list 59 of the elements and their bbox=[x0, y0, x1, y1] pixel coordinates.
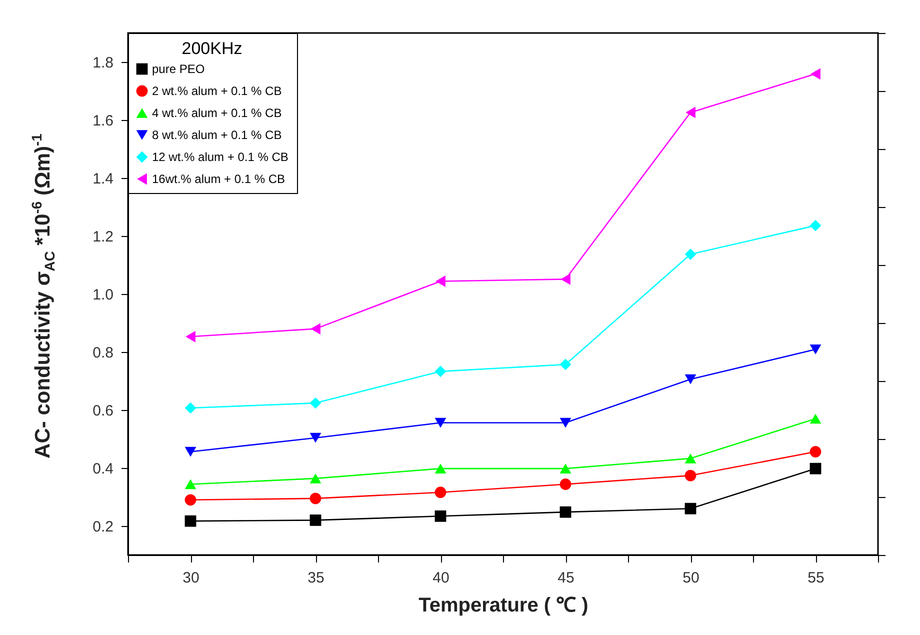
y-tick-label: 1.2 bbox=[92, 228, 114, 246]
point bbox=[810, 220, 822, 232]
point bbox=[310, 323, 320, 334]
point bbox=[560, 418, 572, 428]
point bbox=[560, 478, 572, 490]
point bbox=[310, 514, 322, 526]
point bbox=[310, 397, 322, 409]
point bbox=[184, 494, 196, 506]
point bbox=[434, 418, 446, 428]
point bbox=[186, 330, 196, 342]
y-tick-label: 1.6 bbox=[92, 112, 114, 130]
point bbox=[684, 470, 696, 482]
point bbox=[434, 486, 446, 498]
point bbox=[684, 453, 696, 464]
point bbox=[434, 510, 446, 522]
point bbox=[686, 106, 696, 118]
point bbox=[810, 462, 822, 474]
point bbox=[684, 374, 696, 384]
point bbox=[310, 474, 322, 484]
point bbox=[684, 248, 696, 260]
y-tick-label: 1.8 bbox=[92, 54, 114, 72]
x-tick-label: 55 bbox=[808, 570, 824, 586]
x-axis-title: Temperature ( ℃ ) bbox=[418, 594, 588, 616]
point bbox=[436, 276, 446, 287]
point bbox=[310, 492, 322, 504]
point bbox=[810, 344, 822, 354]
x-tick-label: 45 bbox=[558, 570, 574, 586]
legend-label: 4 wt.% alum + 0.1 % CB bbox=[152, 106, 282, 120]
legend-label: pure PEO bbox=[152, 62, 205, 76]
point bbox=[684, 502, 696, 514]
point bbox=[560, 274, 570, 285]
legend-label: 12 wt.% alum + 0.1 % CB bbox=[152, 150, 288, 164]
legend-title: 200KHz bbox=[182, 39, 242, 58]
y-tick-label: 0.2 bbox=[92, 518, 114, 536]
y-tick-label: 1.0 bbox=[92, 286, 114, 304]
point bbox=[560, 506, 572, 518]
y-tick-label: 0.8 bbox=[92, 344, 114, 362]
point bbox=[184, 515, 196, 527]
point bbox=[184, 402, 196, 414]
y-tick-label: 0.6 bbox=[92, 402, 114, 420]
point bbox=[434, 366, 446, 378]
point bbox=[560, 358, 572, 370]
x-tick-label: 35 bbox=[308, 570, 324, 586]
point bbox=[810, 446, 822, 458]
point bbox=[184, 479, 196, 490]
x-tick-label: 40 bbox=[432, 570, 450, 586]
y-tick-label: 1.4 bbox=[92, 170, 114, 188]
point bbox=[810, 414, 822, 424]
point bbox=[560, 464, 572, 474]
legend-label: 2 wt.% alum + 0.1 % CB bbox=[152, 84, 282, 98]
legend-label: 8 wt.% alum + 0.1 % CB bbox=[152, 128, 282, 142]
y-tick-label: 0.4 bbox=[92, 460, 114, 478]
point bbox=[434, 464, 446, 474]
legend-label: 16wt.% alum + 0.1 % CB bbox=[152, 172, 286, 186]
x-tick-label: 30 bbox=[182, 570, 200, 586]
point bbox=[810, 68, 820, 80]
point bbox=[310, 432, 322, 443]
x-tick-label: 50 bbox=[682, 570, 700, 586]
point bbox=[184, 446, 196, 457]
